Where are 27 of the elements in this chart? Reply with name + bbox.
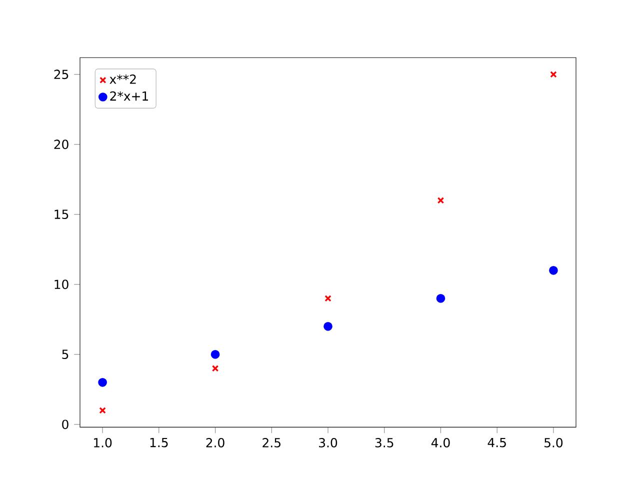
x-tick-label: 2.5: [262, 438, 280, 448]
y-tick-label: 0: [62, 420, 68, 430]
x-tick-label: 3.0: [319, 438, 338, 448]
point: [549, 266, 558, 275]
x-tick-label: 4.5: [488, 438, 506, 448]
legend-label: x**2: [110, 74, 136, 84]
y-tick-label: 20: [54, 140, 68, 150]
point: [210, 350, 220, 359]
point: [98, 378, 107, 387]
point: [550, 71, 557, 78]
y-tick-label: 10: [54, 280, 68, 290]
y-tick-label: 15: [54, 210, 68, 220]
x-tick-label: 2.0: [206, 438, 224, 448]
point: [437, 197, 444, 204]
x-tick-label: 4.0: [431, 438, 450, 448]
y-tick-label: 5: [62, 350, 68, 360]
point: [99, 407, 106, 414]
point: [324, 322, 332, 331]
x-tick-label: 1.5: [150, 438, 168, 448]
x-tick-label: 3.5: [375, 438, 394, 448]
x-tick-label: 1.0: [94, 438, 112, 448]
point: [324, 295, 332, 302]
point: [436, 294, 446, 303]
point: [212, 365, 219, 372]
legend-label: 2*x+1: [110, 91, 148, 101]
y-tick-label: 25: [54, 70, 68, 80]
x-tick-label: 5.0: [544, 438, 563, 448]
